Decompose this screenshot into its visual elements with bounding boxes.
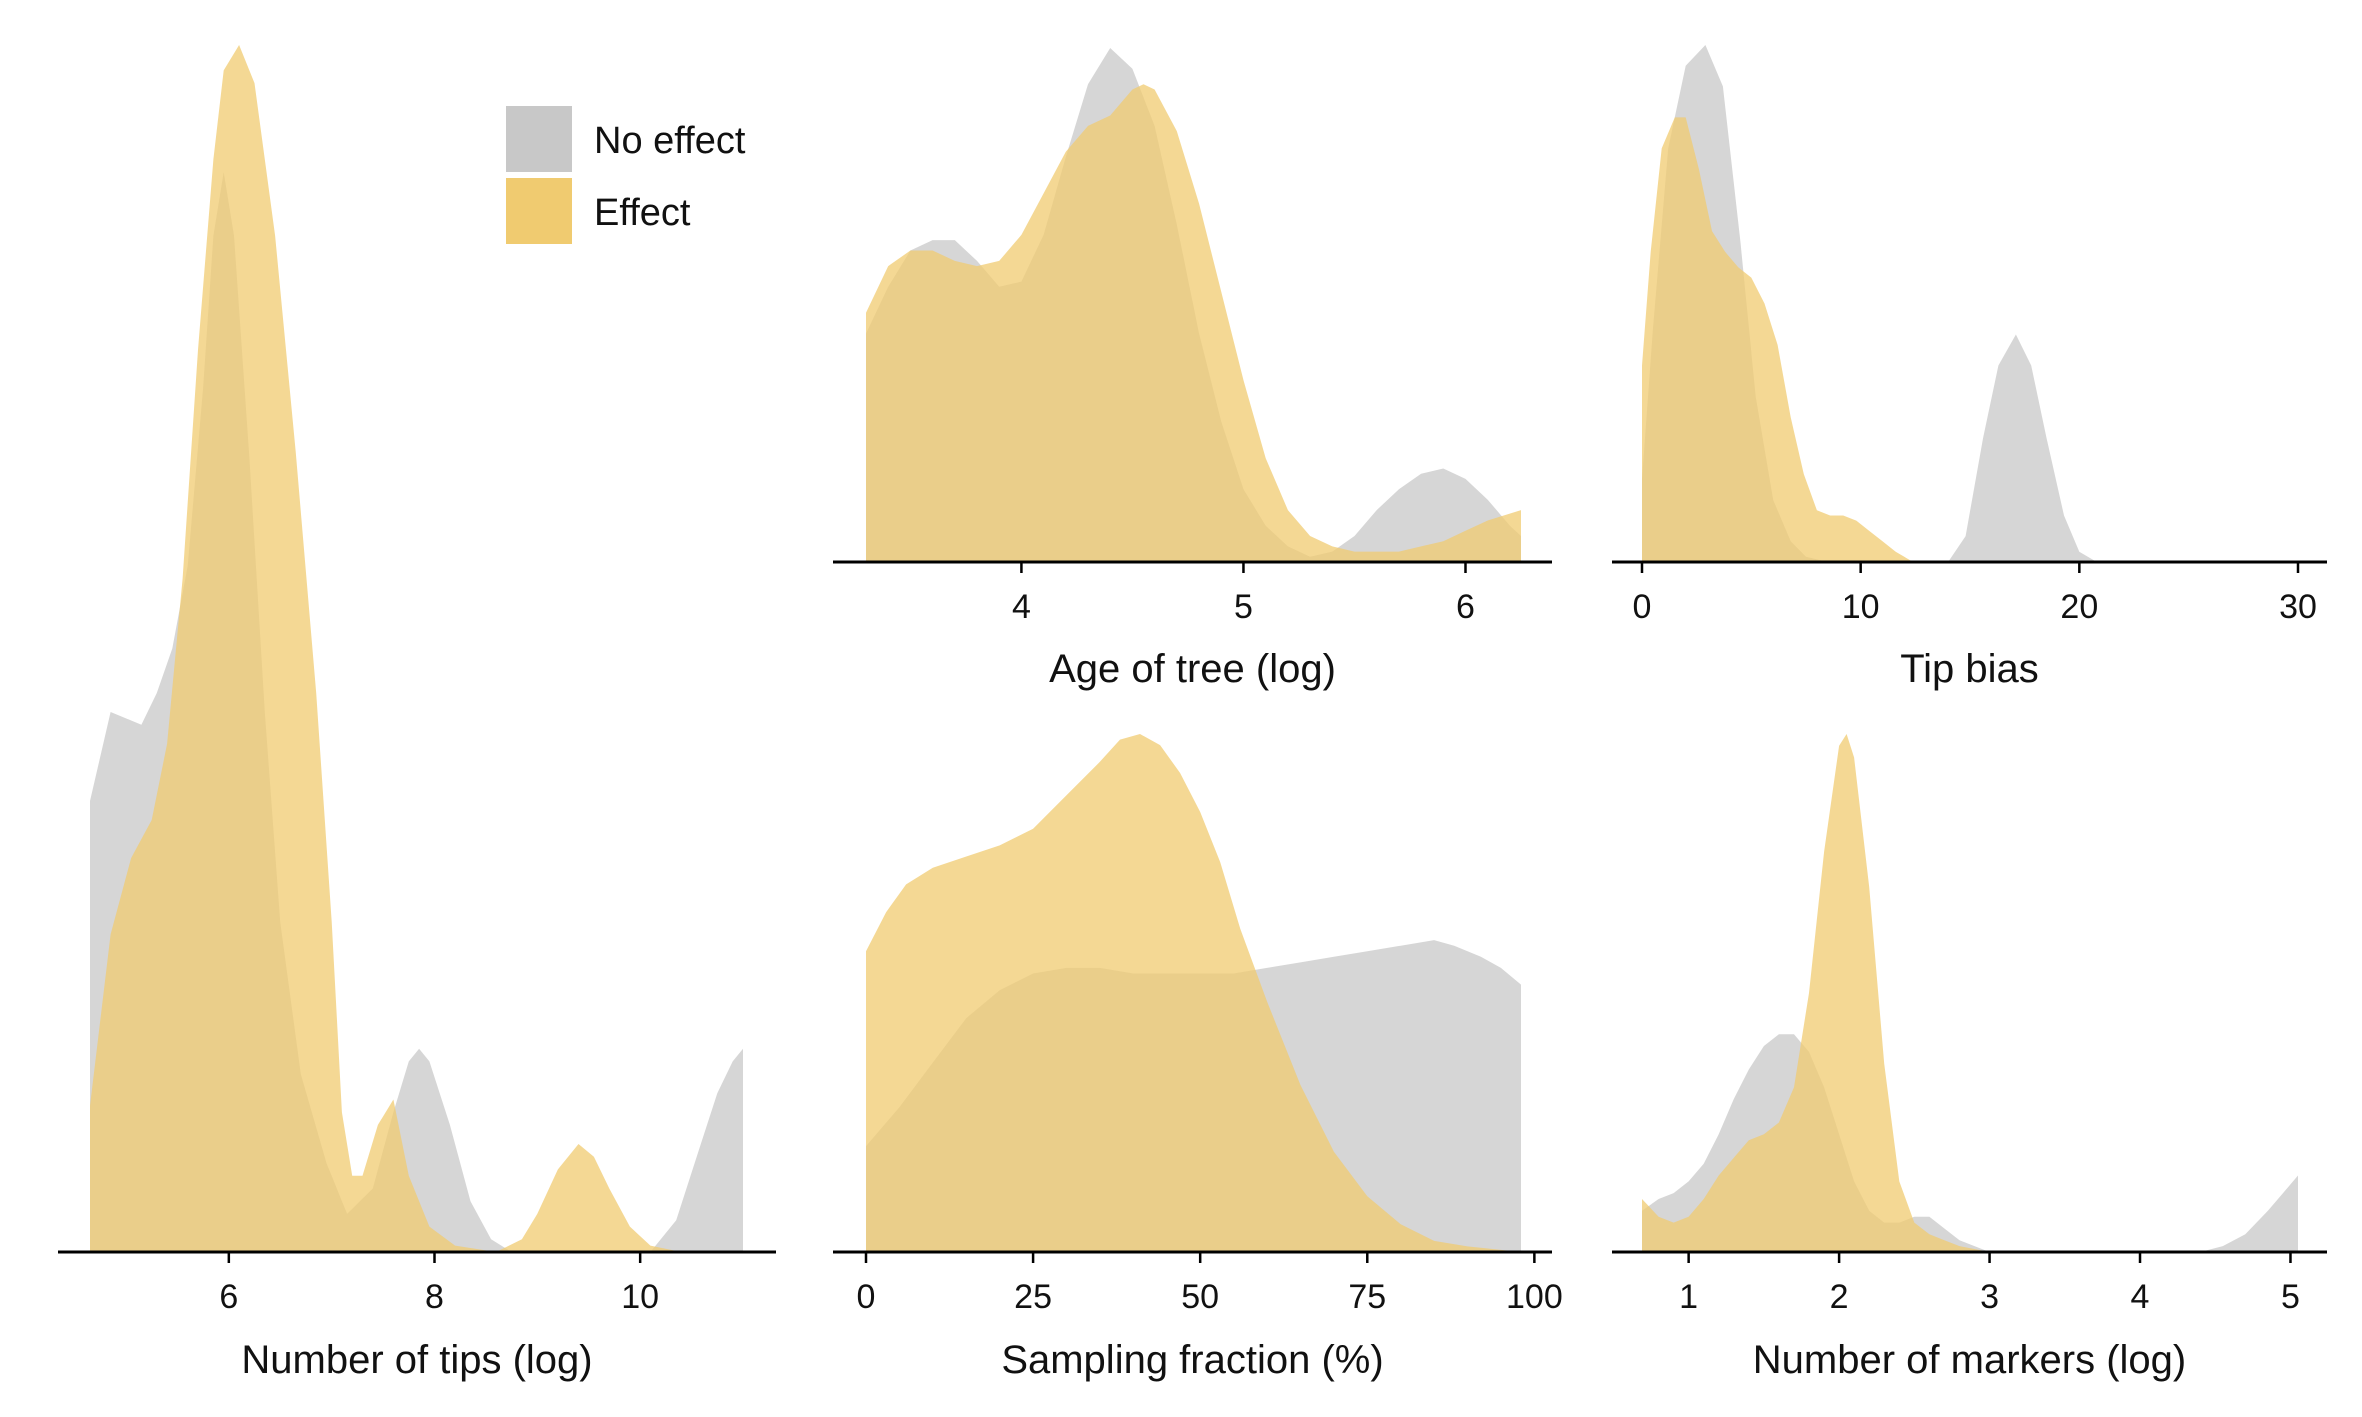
legend-label-no-effect: No effect — [594, 120, 746, 162]
markers-density-effect — [1642, 734, 2298, 1252]
tips-tick-label: 10 — [621, 1278, 659, 1316]
tips-tick-label: 6 — [219, 1278, 238, 1316]
legend-label-effect: Effect — [594, 192, 691, 234]
markers-x-axis-title: Number of markers (log) — [1753, 1338, 2186, 1382]
sampling-x-axis-title: Sampling fraction (%) — [1001, 1338, 1383, 1382]
tipbias-tick-label: 30 — [2279, 588, 2317, 626]
legend: No effect Effect — [506, 106, 746, 244]
sampling-tick-label: 25 — [1014, 1278, 1052, 1316]
markers-tick-label: 1 — [1679, 1278, 1698, 1316]
age-tick-label: 5 — [1234, 588, 1253, 626]
tipbias-tick-label: 20 — [2060, 588, 2098, 626]
sampling-tick-label: 75 — [1348, 1278, 1386, 1316]
tipbias-tick-label: 10 — [1842, 588, 1880, 626]
markers-tick-label: 5 — [2281, 1278, 2300, 1316]
panel-markers: 1 2 3 4 5 Number of markers (log) — [1612, 734, 2327, 1382]
legend-swatch-no-effect — [506, 106, 572, 172]
age-x-axis-title: Age of tree (log) — [1049, 647, 1336, 691]
markers-tick-label: 3 — [1980, 1278, 1999, 1316]
sampling-density-effect — [866, 734, 1521, 1252]
tips-density-effect — [90, 45, 743, 1252]
panel-age: 4 5 6 Age of tree (log) — [833, 48, 1552, 691]
tipbias-density-effect — [1642, 117, 2298, 563]
panel-tipbias: 0 10 20 30 Tip bias — [1612, 45, 2327, 691]
panel-tips: 6 8 10 Number of tips (log) — [58, 45, 776, 1382]
markers-tick-label: 4 — [2131, 1278, 2150, 1316]
panel-sampling: 0 25 50 75 100 Sampling fraction (%) — [833, 734, 1563, 1382]
legend-swatch-effect — [506, 178, 572, 244]
sampling-tick-label: 50 — [1181, 1278, 1219, 1316]
tips-x-axis-title: Number of tips (log) — [241, 1338, 592, 1382]
age-tick-label: 6 — [1456, 588, 1475, 626]
tips-tick-label: 8 — [425, 1278, 444, 1316]
markers-tick-label: 2 — [1830, 1278, 1849, 1316]
age-tick-label: 4 — [1012, 588, 1031, 626]
age-density-effect — [866, 84, 1521, 563]
sampling-tick-label: 100 — [1506, 1278, 1563, 1316]
tipbias-x-axis-title: Tip bias — [1900, 647, 2039, 691]
sampling-tick-label: 0 — [857, 1278, 876, 1316]
tipbias-tick-label: 0 — [1633, 588, 1652, 626]
